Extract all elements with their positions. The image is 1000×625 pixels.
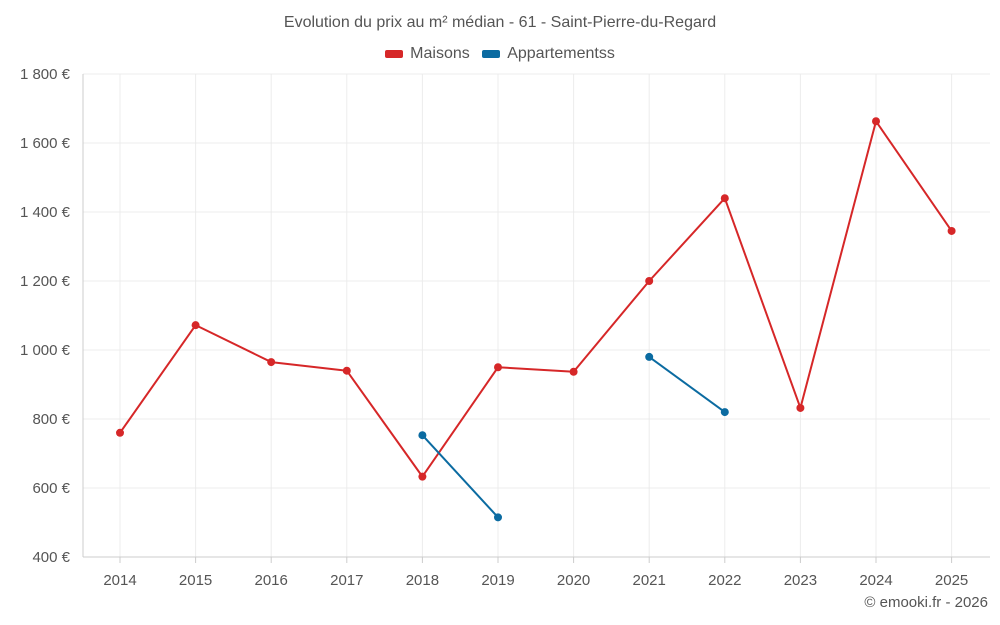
- grid: [83, 73, 990, 557]
- legend-swatch-appartements: [482, 50, 501, 58]
- legend-item-appartements[interactable]: Appartementss: [482, 45, 615, 63]
- legend-label-maisons: Maisons: [410, 45, 470, 62]
- data-point-maisons[interactable]: [342, 366, 351, 375]
- legend-swatch-maisons: [385, 50, 404, 58]
- x-tick-label: 2023: [784, 572, 817, 589]
- data-point-maisons[interactable]: [494, 363, 502, 372]
- x-tick-label: 2014: [103, 572, 136, 589]
- data-point-maisons[interactable]: [796, 403, 805, 412]
- series-line-appartementss: [648, 356, 726, 413]
- data-point-maisons[interactable]: [418, 472, 427, 481]
- data-point-maisons[interactable]: [267, 358, 276, 367]
- x-tick-label: 2022: [708, 572, 741, 589]
- x-tick-label: 2021: [633, 572, 666, 589]
- y-tick-label: 1 800 €: [20, 66, 71, 83]
- legend-label-appartements: Appartementss: [507, 45, 615, 62]
- x-tick-label: 2020: [557, 572, 590, 589]
- y-tick-label: 1 600 €: [20, 135, 71, 152]
- data-point-maisons[interactable]: [872, 117, 880, 126]
- y-tick-label: 800 €: [32, 411, 70, 428]
- axes: 400 € 600 € 800 € 1 000 € 1 200 € 1 400 € 1 60…: [20, 66, 990, 589]
- x-tick-label: 2017: [330, 572, 363, 589]
- data-point-maisons[interactable]: [191, 321, 200, 330]
- y-tick-label: 400 €: [32, 549, 70, 566]
- x-tick-label: 2015: [179, 572, 212, 589]
- data-point-appartementss[interactable]: [645, 352, 654, 361]
- credit-text: © emooki.fr - 2026: [864, 594, 988, 611]
- data-point-appartementss[interactable]: [720, 408, 729, 417]
- legend-item-maisons[interactable]: Maisons: [385, 45, 470, 63]
- legend: Maisons Appartementss: [0, 45, 1000, 63]
- data-point-appartementss[interactable]: [494, 513, 502, 522]
- x-tick-label: 2016: [255, 572, 288, 589]
- data-point-maisons[interactable]: [116, 428, 124, 437]
- x-tick-label: 2018: [406, 572, 439, 589]
- y-tick-label: 1 000 €: [20, 342, 71, 359]
- data-point-maisons[interactable]: [569, 367, 578, 376]
- y-tick-label: 1 200 €: [20, 273, 71, 290]
- series: [116, 117, 956, 522]
- data-point-maisons[interactable]: [645, 277, 654, 285]
- series-line-maisons: [119, 120, 953, 478]
- x-tick-label: 2025: [935, 572, 968, 589]
- data-point-appartementss[interactable]: [418, 431, 427, 440]
- series-line-appartementss: [421, 434, 499, 519]
- x-tick-label: 2024: [859, 572, 892, 589]
- y-tick-label: 1 400 €: [20, 204, 71, 221]
- data-point-maisons[interactable]: [947, 226, 956, 235]
- chart-title: Evolution du prix au m² médian - 61 - Sa…: [283, 14, 717, 31]
- x-tick-label: 2019: [481, 572, 514, 589]
- y-tick-label: 600 €: [32, 480, 70, 497]
- data-point-maisons[interactable]: [720, 194, 729, 203]
